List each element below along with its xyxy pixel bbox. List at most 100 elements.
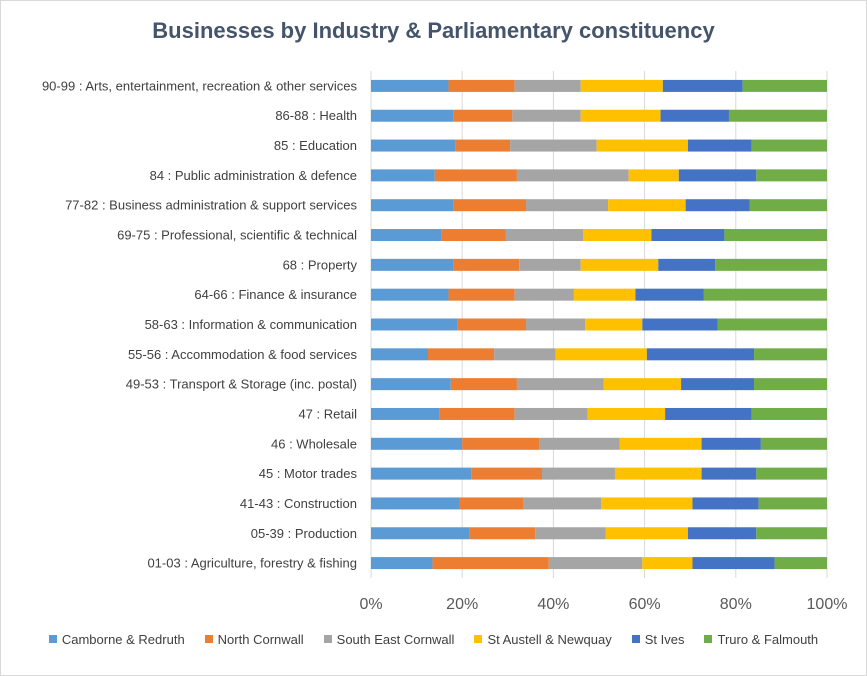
bar-segment: [742, 79, 827, 92]
x-tick-label: 80%: [720, 596, 752, 613]
bar-segment: [516, 169, 629, 182]
category-label: 90-99 : Arts, entertainment, recreation …: [42, 78, 358, 93]
bar-segment: [371, 467, 472, 480]
bar-segment: [701, 437, 761, 450]
bar-segment: [428, 348, 495, 361]
bar-segment: [548, 557, 643, 570]
bar-segment: [539, 437, 620, 450]
bar-segment: [523, 497, 602, 510]
bar-segment: [514, 79, 581, 92]
bar-segment: [601, 497, 693, 510]
bar-segment: [614, 467, 702, 480]
category-label: 86-88 : Health: [275, 108, 357, 123]
bar-segment: [516, 378, 604, 391]
bar-segment: [453, 258, 520, 271]
bar-segment: [450, 378, 517, 391]
bar-segment: [573, 288, 636, 301]
category-label: 85 : Education: [274, 138, 357, 153]
x-tick-label: 100%: [807, 596, 848, 613]
legend-swatch: [631, 635, 640, 643]
bar-segment: [519, 258, 581, 271]
bar-segment: [371, 199, 454, 212]
bar-segment: [371, 288, 449, 301]
bar-segment: [687, 527, 757, 540]
bar-segment: [471, 467, 542, 480]
bar-segment: [455, 139, 511, 152]
bar-segment: [751, 407, 827, 420]
bar-segment: [728, 109, 827, 122]
category-label: 01-03 : Agriculture, forestry & fishing: [147, 556, 357, 571]
bar-segment: [371, 169, 435, 182]
bar-segment: [760, 437, 827, 450]
bar-segment: [580, 79, 663, 92]
bar-segment: [535, 527, 606, 540]
bar-segment: [724, 229, 827, 242]
legend-swatch: [48, 635, 57, 643]
category-label: 49-53 : Transport & Storage (inc. postal…: [126, 377, 357, 392]
bar-segment: [646, 348, 755, 361]
bar-segment: [583, 229, 652, 242]
category-label: 77-82 : Business administration & suppor…: [65, 198, 357, 213]
bar-segment: [751, 139, 827, 152]
bar-segment: [681, 378, 755, 391]
bar-segment: [526, 318, 586, 331]
bar-segment: [371, 348, 428, 361]
bar-segment: [756, 169, 827, 182]
category-label: 05-39 : Production: [251, 526, 357, 541]
bar-segment: [662, 79, 743, 92]
bar-segment: [756, 467, 827, 480]
legend-label: Truro & Falmouth: [717, 631, 819, 647]
category-label: 45 : Motor trades: [259, 466, 358, 481]
bar-segment: [432, 557, 549, 570]
bar-segment: [665, 407, 752, 420]
bar-segment: [448, 79, 515, 92]
bar-segment: [678, 169, 757, 182]
legend-item: South East Cornwall: [323, 632, 454, 647]
category-label: 64-66 : Finance & insurance: [194, 287, 357, 302]
bar-segment: [756, 527, 827, 540]
bar-segment: [459, 497, 524, 510]
bar-segment: [651, 229, 725, 242]
x-tick-label: 40%: [537, 596, 569, 613]
bar-segment: [514, 407, 588, 420]
bar-segment: [580, 258, 659, 271]
bar-segment: [448, 288, 515, 301]
category-label: 58-63 : Information & communication: [145, 317, 357, 332]
bar-segment: [703, 288, 827, 301]
category-label: 46 : Wholesale: [271, 436, 357, 451]
bar-segment: [635, 288, 704, 301]
bar-segment: [453, 109, 513, 122]
bar-segment: [758, 497, 827, 510]
bar-segment: [692, 497, 759, 510]
bar-segment: [687, 139, 752, 152]
bar-segment: [642, 318, 718, 331]
category-label: 55-56 : Accommodation & food services: [128, 347, 358, 362]
legend-item: St Ives: [631, 631, 685, 647]
bar-segment: [685, 199, 750, 212]
legend-label: St Ives: [644, 631, 685, 647]
bar-segment: [371, 407, 440, 420]
bar-segment: [642, 557, 693, 570]
bar-segment: [754, 348, 827, 361]
bar-segment: [658, 258, 716, 271]
category-label: 68 : Property: [283, 257, 358, 272]
x-tick-label: 20%: [446, 596, 478, 613]
bar-segment: [749, 199, 827, 212]
bar-segment: [585, 318, 643, 331]
bar-segment: [526, 199, 609, 212]
bar-segment: [514, 288, 574, 301]
bar-segment: [580, 109, 661, 122]
bar-segment: [371, 109, 454, 122]
legend-swatch: [323, 635, 332, 643]
category-label: 84 : Public administration & defence: [150, 168, 357, 183]
bar-segment: [371, 557, 433, 570]
bar-segment: [371, 229, 442, 242]
bar-segment: [371, 139, 456, 152]
bar-segment: [371, 527, 470, 540]
chart-title: Businesses by Industry & Parliamentary c…: [152, 18, 715, 43]
bar-segment: [555, 348, 647, 361]
legend-swatch: [474, 635, 483, 643]
bar-segment: [619, 437, 702, 450]
category-label: 69-75 : Professional, scientific & techn…: [117, 228, 357, 243]
bar-segment: [605, 527, 688, 540]
